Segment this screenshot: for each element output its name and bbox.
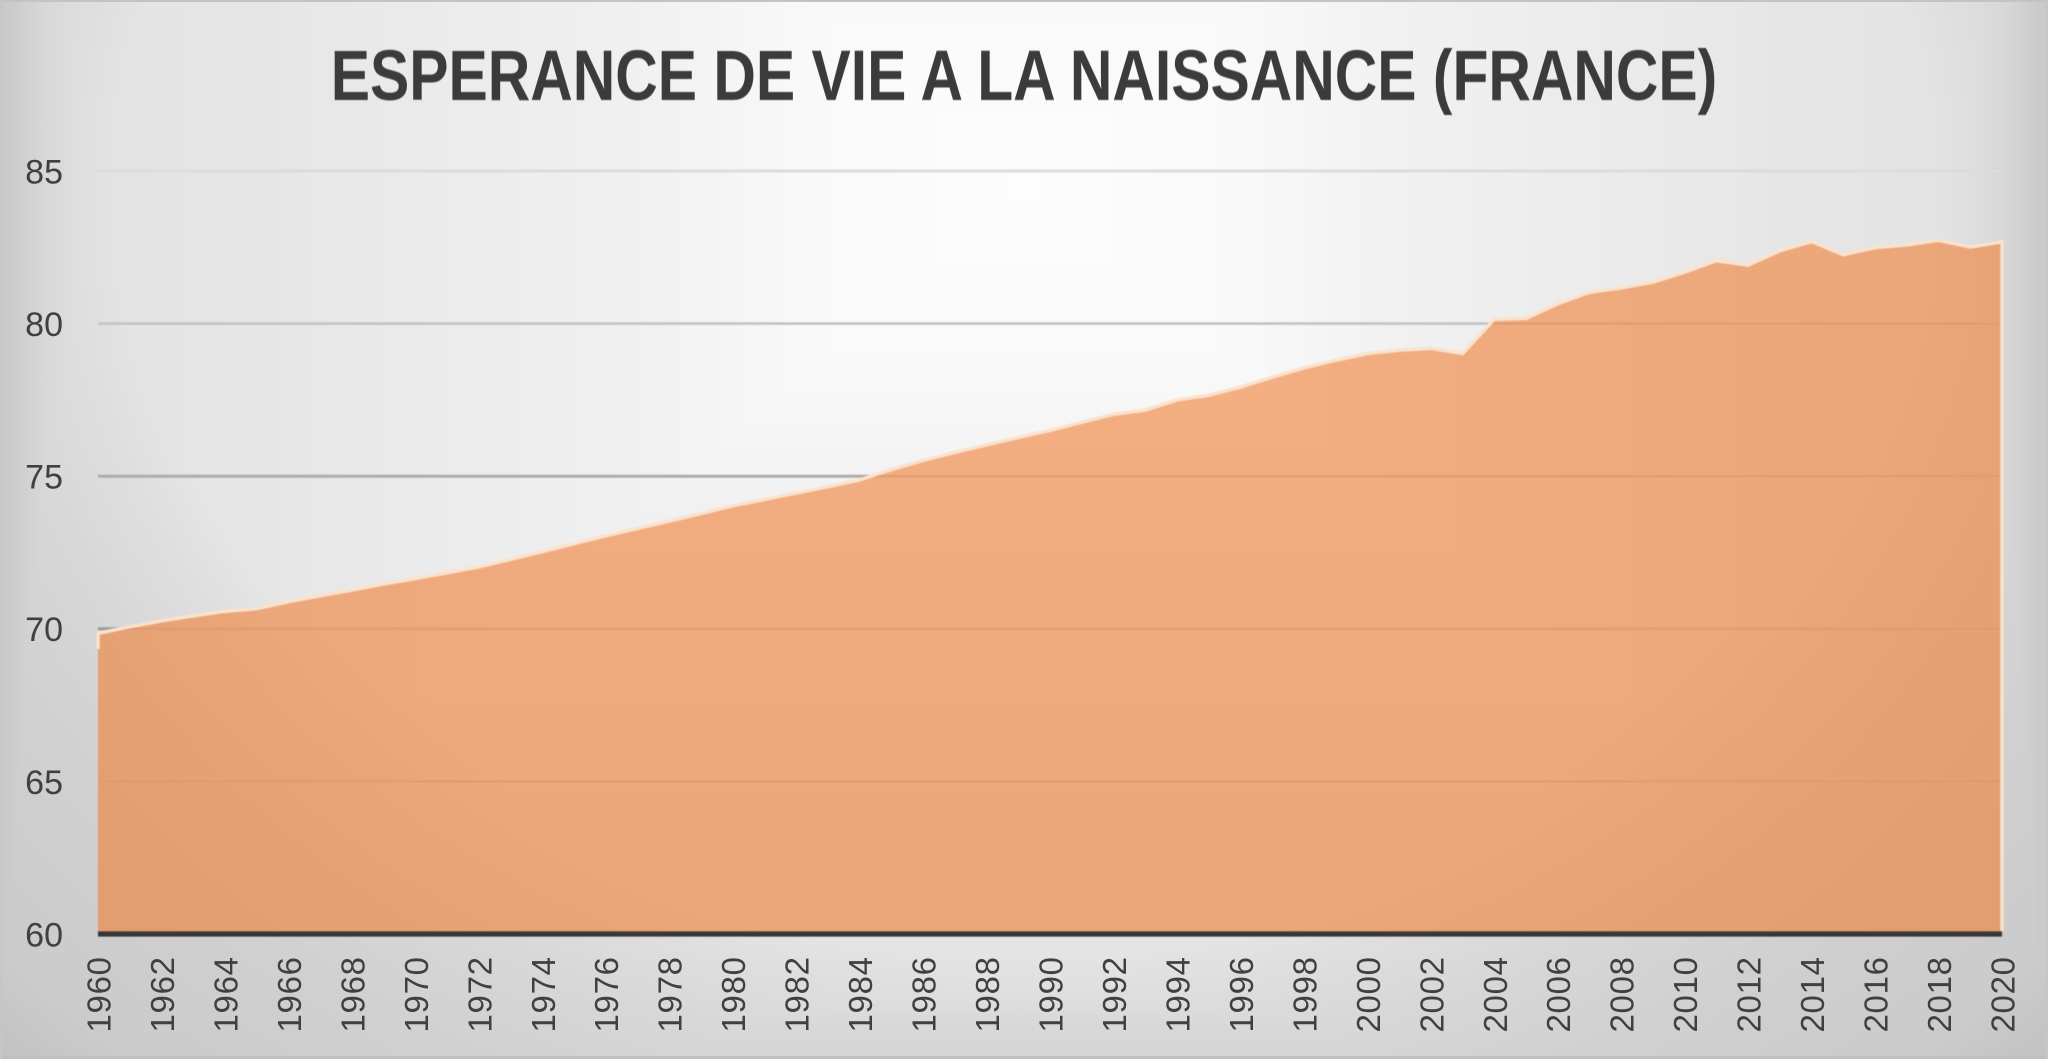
svg-text:1994: 1994 — [1159, 956, 1196, 1032]
svg-text:1972: 1972 — [461, 956, 498, 1032]
svg-text:1978: 1978 — [652, 956, 689, 1032]
svg-text:1996: 1996 — [1223, 956, 1260, 1032]
svg-text:2002: 2002 — [1413, 956, 1450, 1032]
svg-text:2010: 2010 — [1667, 956, 1704, 1032]
svg-text:1988: 1988 — [969, 956, 1006, 1032]
svg-text:1964: 1964 — [207, 956, 244, 1032]
svg-text:2004: 2004 — [1477, 956, 1514, 1032]
svg-text:1984: 1984 — [842, 956, 879, 1032]
svg-text:1982: 1982 — [779, 956, 816, 1032]
svg-text:2014: 2014 — [1794, 956, 1831, 1032]
svg-text:65: 65 — [25, 764, 63, 802]
svg-text:1970: 1970 — [398, 956, 435, 1032]
svg-text:2008: 2008 — [1604, 956, 1641, 1032]
svg-text:1966: 1966 — [271, 956, 308, 1032]
svg-text:1960: 1960 — [81, 956, 118, 1032]
svg-text:80: 80 — [25, 306, 63, 344]
svg-text:2012: 2012 — [1731, 956, 1768, 1032]
svg-text:1962: 1962 — [144, 956, 181, 1032]
svg-text:1974: 1974 — [525, 956, 562, 1032]
svg-text:2016: 2016 — [1858, 956, 1895, 1032]
svg-text:2020: 2020 — [1985, 956, 2022, 1032]
svg-text:2018: 2018 — [1921, 956, 1958, 1032]
svg-text:75: 75 — [25, 459, 63, 497]
svg-text:2000: 2000 — [1350, 956, 1387, 1032]
svg-text:2006: 2006 — [1540, 956, 1577, 1032]
svg-text:1986: 1986 — [906, 956, 943, 1032]
svg-text:60: 60 — [25, 916, 63, 954]
svg-text:70: 70 — [25, 611, 63, 649]
svg-text:1976: 1976 — [588, 956, 625, 1032]
svg-text:1980: 1980 — [715, 956, 752, 1032]
svg-text:1992: 1992 — [1096, 956, 1133, 1032]
svg-text:1998: 1998 — [1286, 956, 1323, 1032]
svg-text:1968: 1968 — [334, 956, 371, 1032]
svg-text:1990: 1990 — [1033, 956, 1070, 1032]
svg-text:85: 85 — [25, 153, 63, 191]
